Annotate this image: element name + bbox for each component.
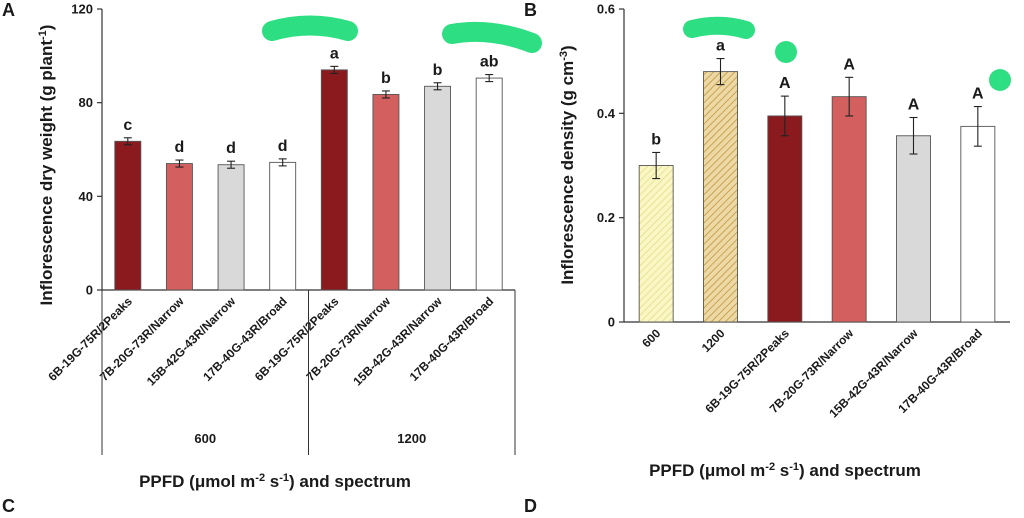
significance-letter: c bbox=[123, 117, 132, 134]
significance-letter: d bbox=[226, 140, 236, 157]
bar bbox=[372, 94, 400, 291]
x-category-label: 6B-19G-75R/2Peaks bbox=[45, 294, 135, 384]
chart-b: Inflorescence density (g cm-3) PPFD (μmo… bbox=[558, 2, 1010, 480]
y-tick-label: 0.2 bbox=[597, 210, 615, 225]
bar bbox=[896, 135, 931, 323]
significance-letter: A bbox=[908, 97, 920, 114]
x-category-label: 15B-42G-43R/Narrow bbox=[350, 294, 445, 389]
x-axis-title: PPFD (μmol m-2 s-1) and spectrum bbox=[649, 461, 921, 480]
x-category-label: 7B-20G-73R/Narrow bbox=[97, 294, 187, 384]
significance-letter: a bbox=[330, 45, 339, 62]
bar bbox=[475, 77, 503, 291]
bar bbox=[960, 125, 996, 323]
bar bbox=[320, 69, 348, 291]
green-marker-3 bbox=[683, 16, 755, 39]
significance-letter: A bbox=[843, 56, 855, 73]
x-category-label: 1200 bbox=[699, 326, 728, 355]
significance-letter: A bbox=[972, 86, 984, 103]
bar bbox=[424, 85, 452, 291]
bar bbox=[703, 71, 738, 323]
x-axis-title: PPFD (μmol m-2 s-1) and spectrum bbox=[139, 472, 411, 491]
panel-label-d: D bbox=[524, 496, 537, 516]
significance-letter: d bbox=[175, 139, 185, 156]
significance-letter: a bbox=[716, 38, 725, 55]
bar bbox=[269, 161, 297, 291]
y-axis-title: Inflorescence dry weight (g plant-1) bbox=[37, 25, 56, 306]
green-marker-2 bbox=[442, 21, 542, 53]
bar bbox=[638, 165, 674, 323]
bar bbox=[114, 140, 142, 291]
chart-a: Inflorescence dry weight (g plant-1) PPF… bbox=[37, 2, 516, 491]
significance-letter: A bbox=[779, 75, 791, 92]
green-marker-4 bbox=[775, 41, 797, 63]
y-tick-label: 0.6 bbox=[597, 2, 615, 17]
panel-label-b: B bbox=[524, 0, 537, 20]
y-tick-label: 40 bbox=[79, 189, 93, 204]
significance-letter: d bbox=[278, 138, 288, 155]
bar bbox=[165, 163, 193, 291]
y-tick-label: 0.4 bbox=[597, 106, 616, 121]
green-marker-5 bbox=[989, 69, 1011, 91]
y-tick-label: 0 bbox=[86, 283, 93, 298]
x-category-label: 7B-20G-73R/Narrow bbox=[303, 294, 393, 384]
y-tick-label: 120 bbox=[71, 2, 93, 17]
group-label: 600 bbox=[194, 431, 216, 446]
x-category-label: 15B-42G-43R/Narrow bbox=[144, 294, 239, 389]
panel-label-a: A bbox=[2, 0, 15, 20]
green-redaction-markers bbox=[262, 15, 1011, 91]
bar bbox=[217, 164, 245, 291]
bar bbox=[767, 115, 803, 323]
significance-letter: b bbox=[433, 62, 443, 79]
significance-letter: b bbox=[381, 70, 391, 87]
group-label: 1200 bbox=[397, 431, 426, 446]
x-category-label: 600 bbox=[639, 326, 663, 350]
panel-label-c: C bbox=[2, 496, 15, 516]
y-axis-title: Inflorescence density (g cm-3) bbox=[558, 45, 577, 284]
significance-letter: b bbox=[651, 131, 661, 148]
significance-letter: ab bbox=[480, 54, 499, 71]
green-marker-1 bbox=[262, 15, 358, 41]
bar bbox=[831, 96, 867, 323]
y-tick-label: 0 bbox=[608, 315, 615, 330]
y-tick-label: 80 bbox=[79, 95, 93, 110]
